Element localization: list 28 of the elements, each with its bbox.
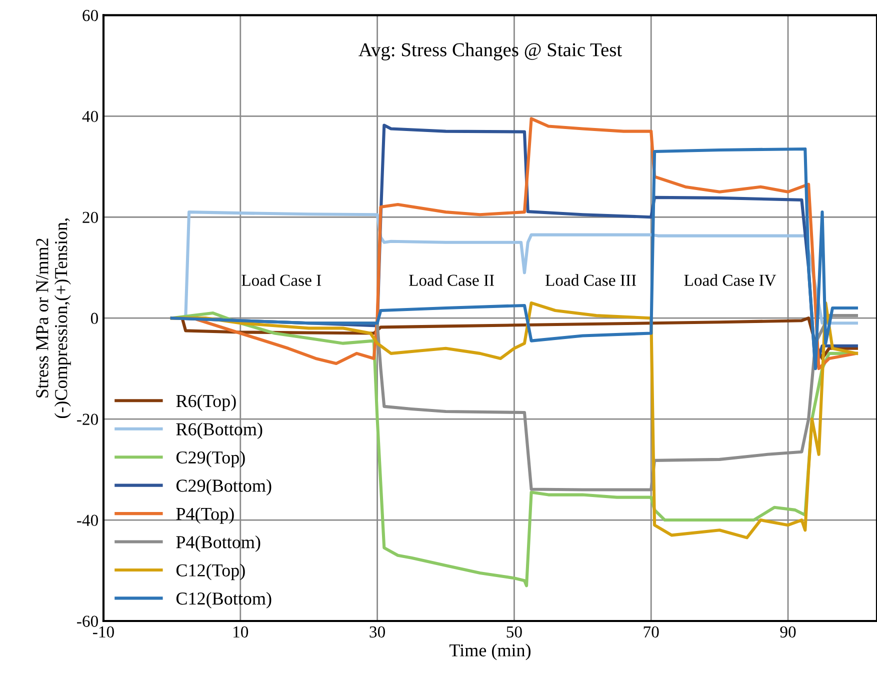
legend-label: R6(Bottom) (176, 422, 262, 440)
y-tick-label: 60 (82, 10, 98, 22)
y-axis-title: Stress MPa or N/mm2 (-)Compression,(+)Tension, (36, 218, 71, 418)
legend-label: P4(Bottom) (176, 536, 260, 552)
x-tick-label: -10 (93, 626, 114, 638)
x-tick-label: 30 (370, 626, 385, 638)
y-tick-label: -60 (77, 616, 98, 627)
y-tick-label: -20 (77, 414, 98, 426)
x-tick-label: 90 (780, 626, 796, 638)
legend-label: C29(Top) (176, 450, 245, 468)
annotation: Load Case IV (684, 274, 776, 286)
y-tick-label: 0 (90, 312, 98, 324)
y-tick-label: -40 (77, 514, 98, 526)
x-tick-label: 50 (506, 626, 522, 638)
legend-label: C12(Bottom) (176, 592, 272, 608)
annotation: Load Case II (409, 274, 494, 286)
legend-label: P4(Top) (176, 507, 234, 524)
text: Avg: Stress Changes @ Staic Test (358, 42, 622, 60)
annotation: Load Case I (242, 274, 322, 286)
y-tick-label: 20 (82, 212, 98, 224)
x-axis-title: Time (min) (450, 644, 530, 660)
legend-label: R6(Top) (176, 394, 236, 411)
legend-label: C12(Top) (176, 564, 245, 580)
x-tick-label: 10 (234, 626, 248, 638)
annotation: Load Case III (545, 274, 636, 286)
legend-label: C29(Bottom) (176, 479, 272, 496)
x-tick-label: 70 (644, 626, 659, 638)
y-tick-label: 40 (82, 110, 98, 122)
